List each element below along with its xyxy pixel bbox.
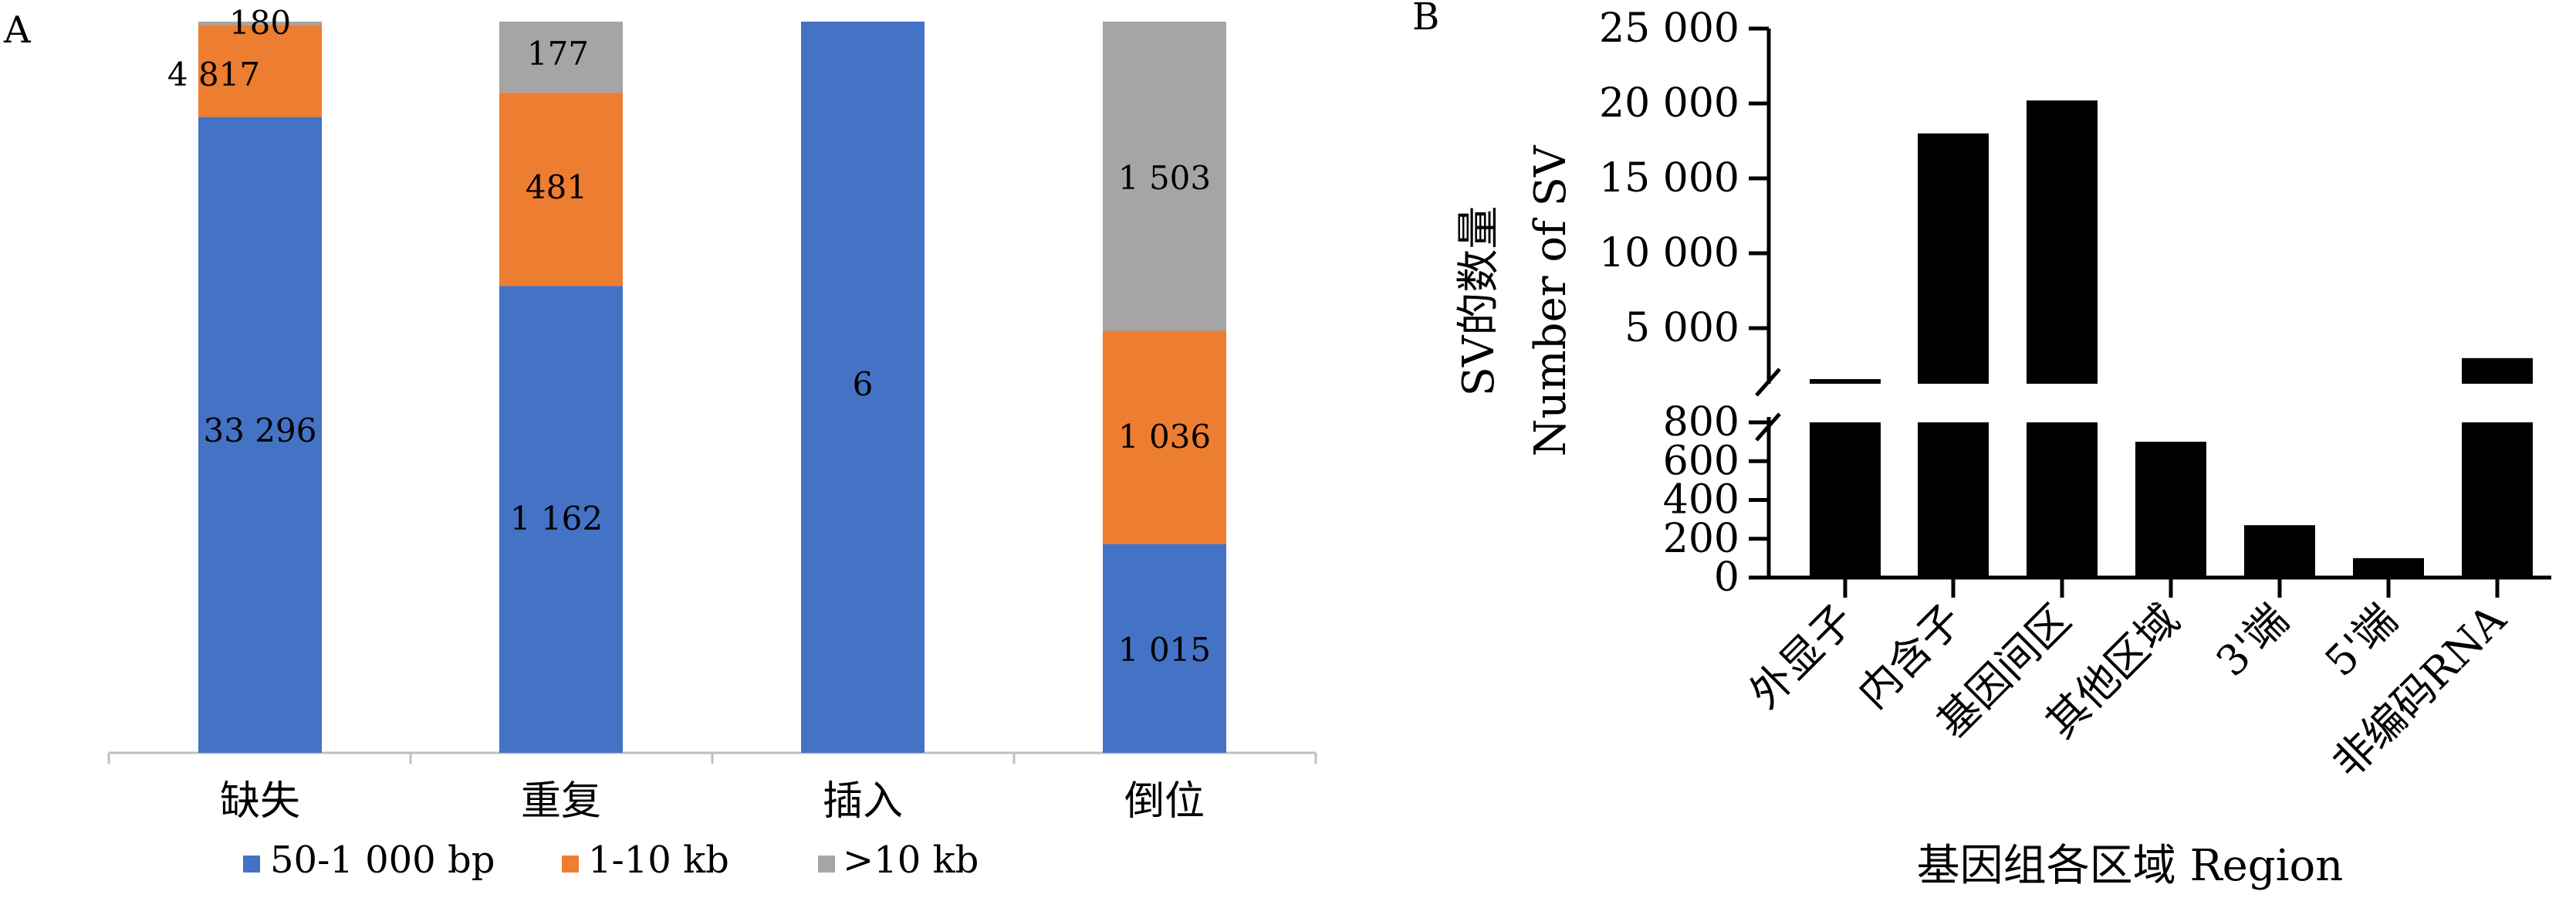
x-tick-label: 重复 [521, 778, 601, 825]
x-tick-label: 外显子 [1740, 595, 1863, 718]
bar-segment [499, 93, 623, 286]
y-tick-label: 600 [1663, 438, 1739, 484]
bar-segment [801, 22, 925, 753]
bar-segment [198, 25, 322, 117]
legend-swatch [562, 856, 579, 873]
legend-label: >10 kb [843, 839, 979, 882]
panel-a: A 缺失 重复 插入 倒位 33 296 4 817 180 1 162 481 177 6 1 01… [3, 4, 1317, 882]
bar [2462, 358, 2533, 384]
segment-data-label: 180 [229, 4, 291, 42]
y-tick-label: 200 [1663, 516, 1739, 562]
bar-segment [198, 117, 322, 754]
legend-label: 50-1 000 bp [270, 839, 495, 882]
y-tick-label: 800 [1663, 399, 1739, 446]
y-tick-label: 400 [1663, 477, 1739, 524]
bar-segment [1103, 330, 1226, 544]
bar-segment [1103, 544, 1226, 753]
bar [1810, 379, 1881, 384]
bar [2244, 525, 2315, 578]
bar [2135, 442, 2206, 578]
bar [1810, 422, 1881, 578]
panel-a-letter: A [3, 8, 32, 52]
x-tick-label: 倒位 [1124, 778, 1205, 825]
legend-label: 1-10 kb [588, 839, 729, 882]
axis-break-mark [1755, 368, 1781, 397]
segment-data-label: 4 817 [167, 56, 260, 93]
bar [1918, 422, 1989, 578]
y-tick-label: 15 000 [1599, 155, 1739, 202]
segment-data-label: 1 036 [1118, 418, 1211, 456]
segment-data-label: 177 [527, 35, 589, 73]
segment-data-label: 481 [526, 168, 587, 206]
bar-segment [198, 22, 322, 25]
panel-b: B 5 000 10 000 15 000 20 000 25 000 020040060… [1412, 0, 2551, 891]
bar-segment [1103, 22, 1226, 331]
bar [2027, 422, 2098, 578]
legend-swatch [818, 856, 835, 873]
y-tick-label: 20 000 [1599, 80, 1739, 127]
segment-data-label: 33 296 [204, 412, 317, 449]
y-tick-label: 25 000 [1599, 5, 1739, 52]
bar [2462, 422, 2533, 578]
y-tick-label: 5 000 [1624, 305, 1739, 351]
axis-break-mark [1755, 412, 1781, 442]
legend-swatch [243, 856, 260, 873]
bar [1918, 133, 1989, 385]
segment-data-label: 1 162 [510, 500, 603, 537]
y-tick-label: 10 000 [1599, 230, 1739, 276]
x-tick-label: 3'端 [2207, 595, 2298, 686]
x-axis-title: 基因组各区域 Region [1917, 841, 2344, 891]
x-tick-label: 5'端 [2316, 595, 2407, 686]
segment-data-label: 1 015 [1118, 631, 1211, 669]
bar [2027, 100, 2098, 384]
y-axis-title: Number of SV [1526, 144, 1576, 456]
x-tick-label: 插入 [823, 778, 903, 825]
bar-segment [499, 22, 623, 93]
panel-b-letter: B [1412, 0, 1439, 39]
segment-data-label: 6 [853, 365, 874, 403]
y-axis-title: SV的数量 [1454, 206, 1504, 397]
y-tick-label: 0 [1714, 554, 1739, 601]
bar-segment [499, 286, 623, 753]
segment-data-label: 1 503 [1118, 159, 1211, 197]
x-tick-label: 缺失 [220, 778, 300, 825]
bar [2353, 557, 2424, 578]
